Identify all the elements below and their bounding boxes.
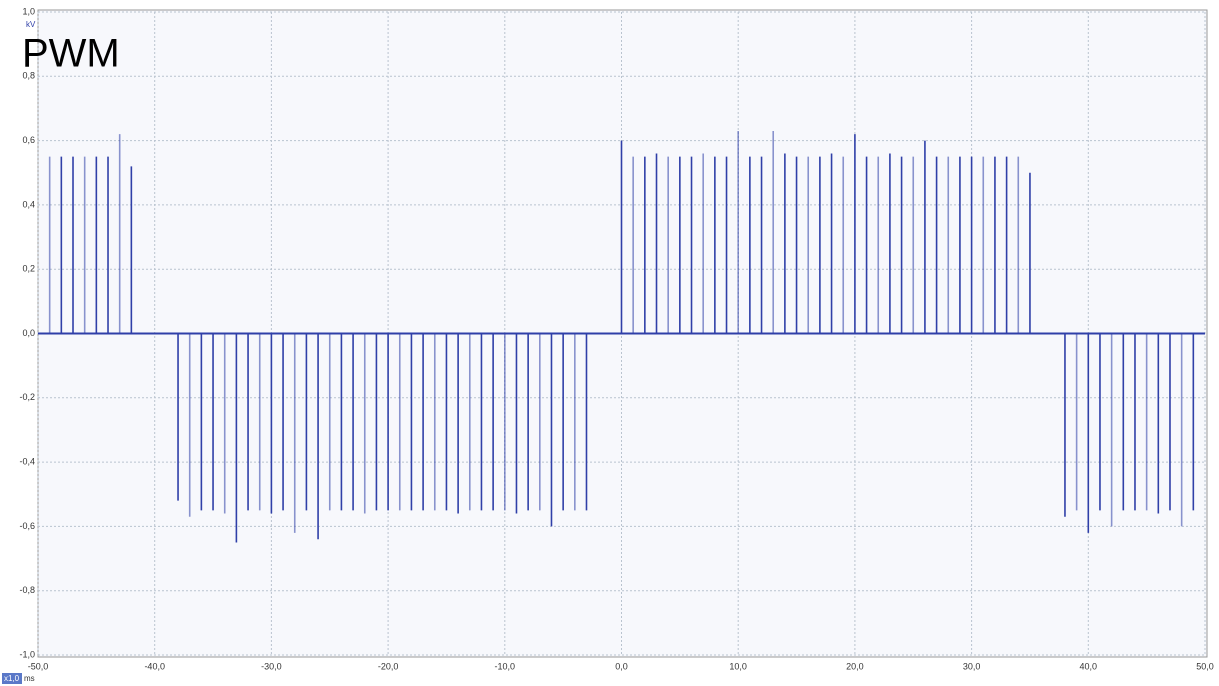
y-tick-label: -1,0 [19,649,35,659]
x-tick-label: -10,0 [495,661,516,671]
x-tick-label: 50,0 [1196,661,1214,671]
zoom-label: x1,0 [4,674,20,683]
x-tick-label: 40,0 [1080,661,1098,671]
y-tick-label: -0,2 [19,392,35,402]
x-tick-label: -30,0 [261,661,282,671]
x-tick-label: 20,0 [846,661,864,671]
y-tick-label: -0,8 [19,585,35,595]
x-tick-label: 30,0 [963,661,981,671]
y-tick-label: 1,0 [22,6,35,16]
x-tick-label: -20,0 [378,661,399,671]
y-tick-label: 0,0 [22,328,35,338]
x-tick-label: -50,0 [28,661,49,671]
y-unit: kV [26,20,36,29]
x-tick-label: 0,0 [615,661,628,671]
x-tick-label: -40,0 [144,661,165,671]
x-unit: ms [24,674,35,683]
x-tick-label: 10,0 [729,661,747,671]
y-tick-label: -0,4 [19,456,35,466]
y-tick-label: -0,6 [19,521,35,531]
y-tick-label: 0,8 [22,71,35,81]
zoom-badge [2,673,22,684]
y-tick-label: 0,4 [22,199,35,209]
y-tick-label: 0,2 [22,264,35,274]
y-tick-label: 0,6 [22,135,35,145]
chart-title: PWM [22,32,120,76]
